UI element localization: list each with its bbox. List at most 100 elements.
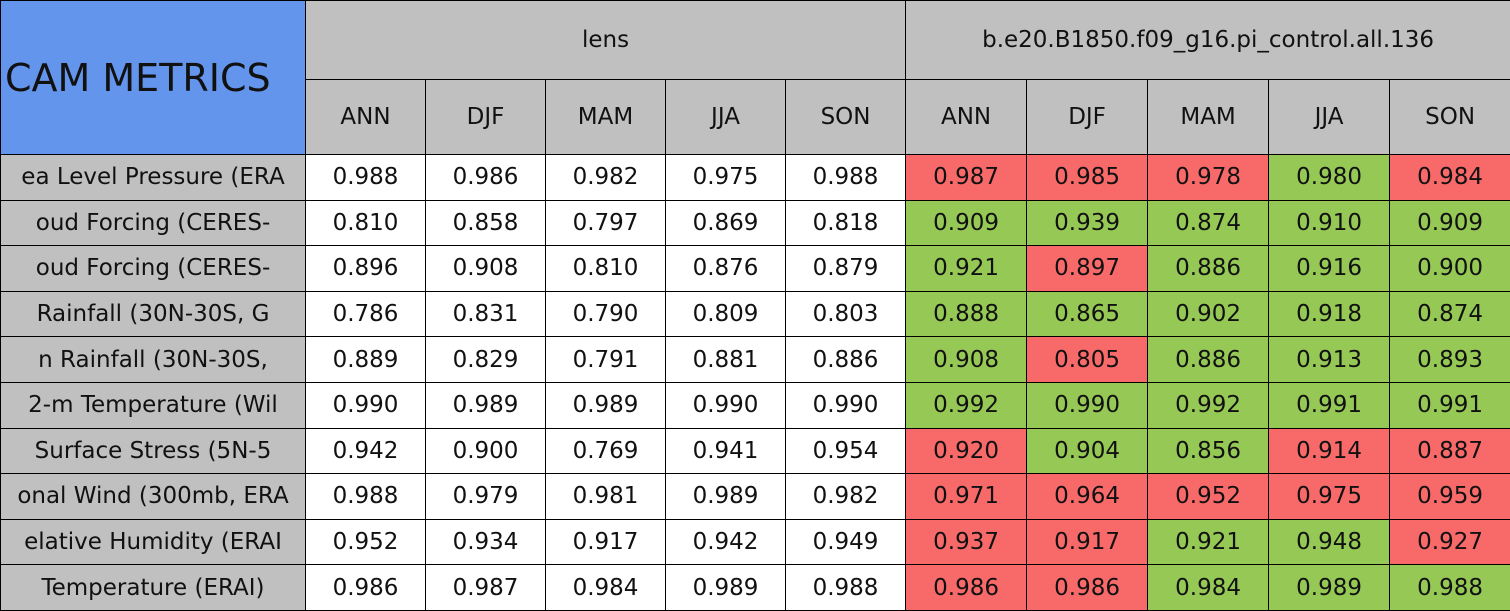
control-value: 0.991 [1389,381,1510,429]
control-value: 0.920 [905,427,1028,475]
season-header: JJA [665,79,786,155]
control-value: 0.865 [1026,290,1149,338]
control-value: 0.992 [905,381,1028,429]
data-row: oud Forcing (CERES- 0.810 0.858 0.797 0.869 0… [0,199,1510,247]
lens-value: 0.886 [784,336,907,383]
title: CAM METRICS [0,0,306,155]
lens-value: 0.797 [545,199,666,247]
control-value: 0.984 [1389,154,1510,201]
control-value: 0.916 [1268,245,1391,292]
control-value: 0.805 [1026,336,1149,383]
row-label: oud Forcing (CERES- [0,199,306,247]
control-value: 0.975 [1268,473,1391,520]
lens-value: 0.908 [425,245,546,292]
control-value: 0.937 [905,518,1028,566]
control-value: 0.886 [1147,245,1270,292]
control-value: 0.980 [1268,154,1391,201]
row-label: Rainfall (30N-30S, G [0,290,306,338]
data-row: ea Level Pressure (ERA 0.988 0.986 0.982 0.9… [0,154,1510,201]
lens-value: 0.986 [305,564,426,611]
row-label: 2-m Temperature (Wil [0,381,306,429]
control-value: 0.900 [1389,245,1510,292]
row-label: Temperature (ERAI) [0,564,306,611]
data-row: 2-m Temperature (Wil 0.990 0.989 0.989 0.990… [0,381,1510,429]
control-value: 0.959 [1389,473,1510,520]
header-row: CAM METRICS lens b.e20.B1850.f09_g16.pi_co… [0,0,1510,155]
control-value: 0.897 [1026,245,1149,292]
lens-value: 0.984 [545,564,666,611]
data-row: onal Wind (300mb, ERA 0.988 0.979 0.981 0.98… [0,473,1510,520]
season-header: MAM [1147,79,1270,155]
control-value: 0.987 [905,154,1028,201]
lens-value: 0.988 [784,564,907,611]
lens-value: 0.786 [305,290,426,338]
data-row: oud Forcing (CERES- 0.896 0.908 0.810 0.876 0… [0,245,1510,292]
lens-value: 0.989 [545,381,666,429]
control-value: 0.992 [1147,381,1270,429]
lens-value: 0.981 [545,473,666,520]
row-label: n Rainfall (30N-30S, [0,336,306,383]
control-value: 0.902 [1147,290,1270,338]
lens-value: 0.869 [665,199,786,247]
lens-value: 0.982 [784,473,907,520]
lens-value: 0.769 [545,427,666,475]
group-header: b.e20.B1850.f09_g16.pi_control.all.136 [905,0,1510,80]
control-value: 0.971 [905,473,1028,520]
lens-value: 0.941 [665,427,786,475]
lens-value: 0.942 [305,427,426,475]
season-header: DJF [425,79,546,155]
lens-value: 0.988 [305,473,426,520]
control-value: 0.908 [905,336,1028,383]
data-row: elative Humidity (ERAI 0.952 0.934 0.917 0.9… [0,518,1510,566]
data-row: Temperature (ERAI) 0.986 0.987 0.984 0.989 0.… [0,564,1510,611]
control-value: 0.964 [1026,473,1149,520]
lens-value: 0.988 [305,154,426,201]
row-label: elative Humidity (ERAI [0,518,306,566]
lens-value: 0.900 [425,427,546,475]
control-value: 0.893 [1389,336,1510,383]
control-value: 0.939 [1026,199,1149,247]
lens-value: 0.987 [425,564,546,611]
lens-value: 0.975 [665,154,786,201]
lens-value: 0.988 [784,154,907,201]
lens-value: 0.979 [425,473,546,520]
control-value: 0.914 [1268,427,1391,475]
lens-value: 0.990 [784,381,907,429]
row-label: Surface Stress (5N-5 [0,427,306,475]
lens-value: 0.881 [665,336,786,383]
season-header: ANN [305,79,426,155]
season-header: ANN [905,79,1028,155]
lens-value: 0.790 [545,290,666,338]
row-label: oud Forcing (CERES- [0,245,306,292]
lens-value: 0.829 [425,336,546,383]
control-value: 0.921 [1147,518,1270,566]
control-value: 0.904 [1026,427,1149,475]
season-header: SON [784,79,907,155]
control-value: 0.874 [1147,199,1270,247]
control-value: 0.909 [905,199,1028,247]
lens-value: 0.791 [545,336,666,383]
lens-value: 0.876 [665,245,786,292]
lens-value: 0.810 [305,199,426,247]
control-value: 0.921 [905,245,1028,292]
data-row: Rainfall (30N-30S, G 0.786 0.831 0.790 0.809… [0,290,1510,338]
lens-value: 0.934 [425,518,546,566]
lens-value: 0.990 [665,381,786,429]
control-value: 0.984 [1147,564,1270,611]
lens-value: 0.879 [784,245,907,292]
lens-value: 0.989 [665,473,786,520]
lens-value: 0.831 [425,290,546,338]
control-value: 0.985 [1026,154,1149,201]
lens-value: 0.989 [665,564,786,611]
season-header: MAM [545,79,666,155]
lens-value: 0.954 [784,427,907,475]
lens-value: 0.896 [305,245,426,292]
control-value: 0.948 [1268,518,1391,566]
control-value: 0.952 [1147,473,1270,520]
control-value: 0.988 [1389,564,1510,611]
lens-value: 0.942 [665,518,786,566]
lens-value: 0.986 [425,154,546,201]
